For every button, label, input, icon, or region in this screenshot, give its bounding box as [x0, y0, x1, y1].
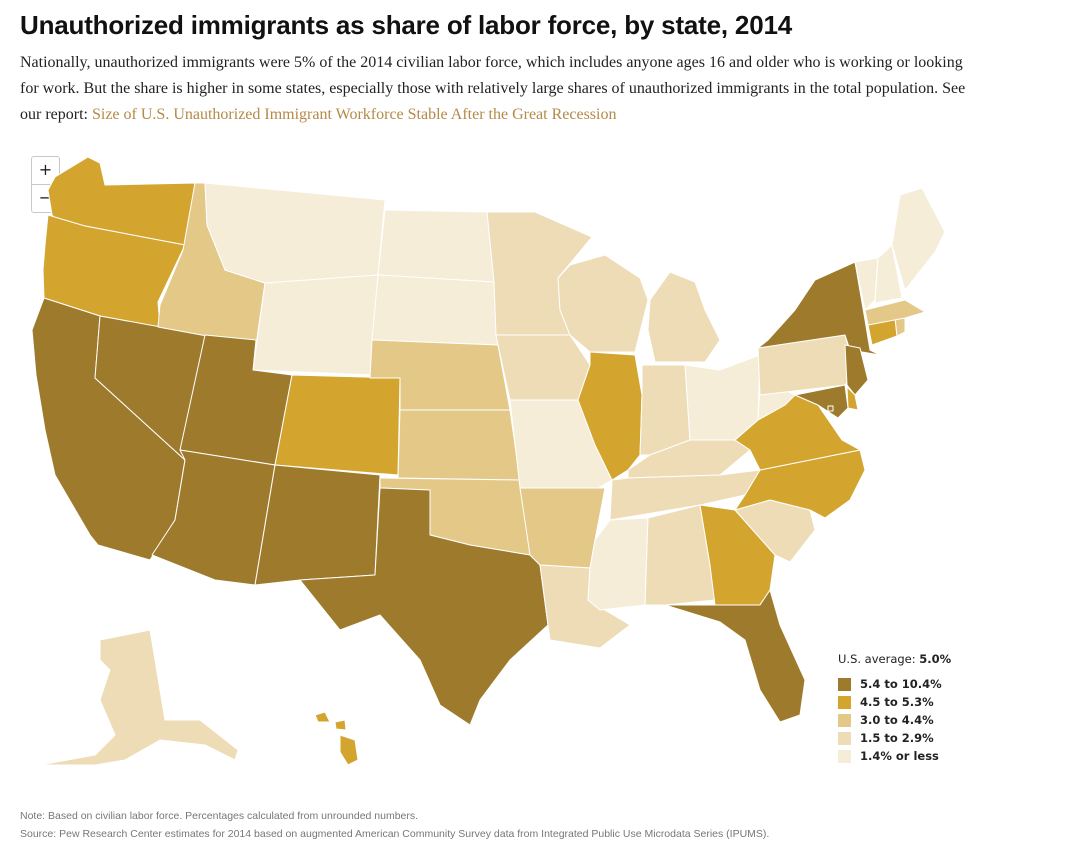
- chart-subtitle: Nationally, unauthorized immigrants were…: [20, 50, 980, 128]
- legend-label: 4.5 to 5.3%: [860, 695, 934, 709]
- state-delaware[interactable]: Delaware: [846, 386, 859, 411]
- legend-item: 3.0 to 4.4%: [838, 711, 951, 729]
- state-colorado[interactable]: Colorado: [274, 374, 401, 476]
- state-maine[interactable]: Maine: [891, 187, 946, 291]
- state-mississippi[interactable]: Mississippi: [587, 517, 649, 611]
- legend-swatch: [838, 749, 851, 763]
- state-iowa[interactable]: Iowa: [495, 334, 591, 401]
- source-note: Source: Pew Research Center estimates fo…: [20, 828, 770, 840]
- state-florida[interactable]: Florida: [664, 589, 806, 723]
- state-maryland[interactable]: Maryland: [794, 384, 849, 419]
- state-new-mexico[interactable]: New Mexico: [254, 464, 381, 586]
- chart-title: Unauthorized immigrants as share of labo…: [20, 10, 792, 40]
- state-rhode-island[interactable]: Rhode Island: [894, 317, 906, 337]
- state-alaska[interactable]: Alaska: [39, 629, 239, 766]
- legend-label: 1.4% or less: [860, 749, 939, 763]
- state-texas[interactable]: Texas: [299, 487, 549, 726]
- state-massachusetts[interactable]: Massachusetts: [864, 299, 926, 326]
- state-hawaii[interactable]: Hawaii: [314, 711, 359, 766]
- legend-item: 4.5 to 5.3%: [838, 693, 951, 711]
- legend-label: 1.5 to 2.9%: [860, 731, 934, 745]
- legend-label: 5.4 to 10.4%: [860, 677, 942, 691]
- us-average-value: 5.0%: [919, 652, 952, 666]
- state-illinois[interactable]: Illinois: [577, 351, 643, 481]
- legend-swatch: [838, 713, 851, 727]
- us-average: U.S. average: 5.0%: [838, 652, 951, 666]
- report-link[interactable]: Size of U.S. Unauthorized Immigrant Work…: [91, 106, 617, 123]
- legend: U.S. average: 5.0% 5.4 to 10.4% 4.5 to 5…: [838, 652, 951, 765]
- footnote: Note: Based on civilian labor force. Per…: [20, 810, 419, 822]
- us-average-label: U.S. average:: [838, 652, 920, 666]
- state-new-york[interactable]: New York: [757, 261, 881, 356]
- state-south-dakota[interactable]: South Dakota: [371, 274, 499, 346]
- state-north-carolina[interactable]: North Carolina: [734, 449, 866, 519]
- state-montana[interactable]: Montana: [204, 182, 386, 284]
- state-north-dakota[interactable]: North Dakota: [377, 209, 495, 283]
- legend-swatch: [838, 731, 851, 745]
- zoom-control: + −: [31, 156, 60, 213]
- state-new-jersey[interactable]: New Jersey: [844, 344, 869, 396]
- state-new-hampshire[interactable]: New Hampshire: [874, 244, 903, 304]
- legend-item: 1.4% or less: [838, 747, 951, 765]
- state-west-virginia[interactable]: West Virginia: [734, 384, 796, 441]
- state-wisconsin[interactable]: Wisconsin: [557, 254, 649, 353]
- zoom-in-button[interactable]: +: [38, 160, 53, 179]
- legend-label: 3.0 to 4.4%: [860, 713, 934, 727]
- subtitle-text: Nationally, unauthorized immigrants were…: [20, 54, 966, 123]
- legend-swatch: [838, 695, 851, 709]
- legend-item: 1.5 to 2.9%: [838, 729, 951, 747]
- state-wyoming[interactable]: Wyoming: [252, 274, 379, 376]
- state-michigan[interactable]: Michigan: [647, 271, 721, 363]
- us-map: Washington Oregon California Nevada Idah…: [31, 156, 946, 766]
- state-kansas[interactable]: Kansas: [397, 409, 521, 481]
- state-district-of-columbia[interactable]: District of Columbia: [827, 405, 834, 412]
- legend-item: 5.4 to 10.4%: [838, 675, 951, 693]
- legend-swatch: [838, 677, 851, 691]
- state-ohio[interactable]: Ohio: [684, 354, 761, 441]
- state-indiana[interactable]: Indiana: [639, 364, 691, 456]
